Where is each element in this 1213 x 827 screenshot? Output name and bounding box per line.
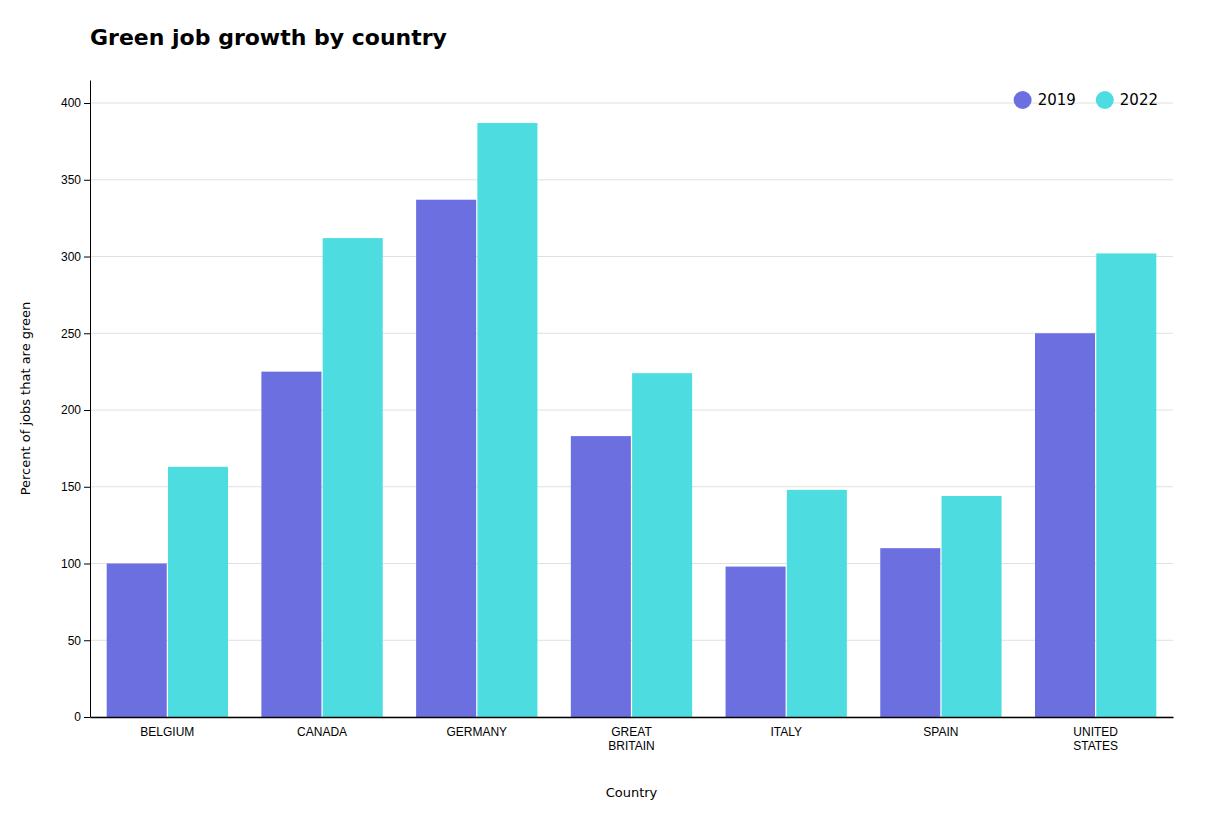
bar: [168, 467, 228, 717]
tick-label: BELGIUM: [140, 725, 194, 739]
tick-label: ITALY: [770, 725, 802, 739]
chart: 0 50 100 150 200 250 300 350 400 BELGIUM CANADA GER…: [0, 0, 1213, 827]
bar-series: [168, 123, 1156, 717]
grid-line: [90, 640, 1173, 641]
tick: 0: [74, 710, 90, 724]
bar: [787, 490, 847, 717]
bar: [942, 496, 1002, 717]
title: Green job growth by country: [90, 25, 447, 50]
x-axis: BELGIUM CANADA GERMANY GREATBRITAIN ITALY SPA…: [91, 718, 1174, 753]
tick: SPAIN: [923, 725, 958, 739]
legend: 2019 2022: [1014, 91, 1158, 109]
tick: 300: [61, 250, 90, 264]
tick: 350: [61, 173, 90, 187]
tick: GERMANY: [446, 725, 507, 739]
tick-label: SPAIN: [923, 725, 958, 739]
bar: [726, 567, 786, 717]
tick-mark: [84, 257, 90, 258]
tick-label: 0: [74, 710, 81, 724]
x-axis-title: Country: [606, 785, 658, 800]
grid: [90, 103, 1173, 717]
tick-mark: [84, 640, 90, 641]
tick-label: GERMANY: [446, 725, 507, 739]
tick: BELGIUM: [140, 725, 194, 739]
tick-label: 250: [61, 327, 81, 341]
tick: GREATBRITAIN: [608, 725, 654, 753]
grid-line: [90, 333, 1173, 334]
grid-line: [90, 256, 1173, 257]
bar: [107, 564, 167, 717]
grid-line: [90, 103, 1173, 104]
grid-line: [90, 410, 1173, 411]
legend-item: 2019: [1014, 91, 1076, 109]
tick: 150: [61, 480, 90, 494]
y-axis: 0 50 100 150 200 250 300 350 400: [61, 81, 91, 725]
tick-mark: [84, 410, 90, 411]
tick-mark: [84, 103, 90, 104]
tick-mark: [84, 180, 90, 181]
tick-label: 200: [61, 403, 81, 417]
tick-label: CANADA: [297, 725, 347, 739]
bar: [416, 200, 476, 717]
tick: 50: [68, 634, 90, 648]
tick: 100: [61, 557, 90, 571]
tick: CANADA: [297, 725, 347, 739]
bar: [477, 123, 537, 717]
bar: [261, 372, 321, 717]
bar: [880, 548, 940, 717]
y-axis-title: Percent of jobs that are green: [18, 302, 33, 496]
bar: [1035, 333, 1095, 717]
tick: 400: [61, 96, 90, 110]
legend-label: 2022: [1120, 91, 1158, 109]
bar: [632, 373, 692, 717]
bar-series: [107, 200, 1095, 717]
grid-line: [90, 179, 1173, 180]
tick-label: 150: [61, 480, 81, 494]
tick: 250: [61, 327, 90, 341]
tick-label: UNITEDSTATES: [1073, 725, 1118, 753]
plot: 0 50 100 150 200 250 300 350 400 BELGIUM CANADA GER…: [61, 81, 1174, 753]
tick: ITALY: [770, 725, 802, 739]
tick-mark: [84, 487, 90, 488]
legend-item: 2022: [1096, 91, 1158, 109]
tick-label: GREATBRITAIN: [608, 725, 654, 753]
axis-line: [90, 81, 91, 718]
tick-mark: [84, 564, 90, 565]
bar: [1096, 253, 1156, 717]
legend-marker: [1014, 91, 1032, 109]
legend-label: 2019: [1038, 91, 1076, 109]
bar: [571, 436, 631, 717]
grid-line: [90, 486, 1173, 487]
tick: UNITEDSTATES: [1073, 725, 1118, 753]
bar: [323, 238, 383, 717]
tick-label: 300: [61, 250, 81, 264]
legend-marker: [1096, 91, 1114, 109]
tick: 200: [61, 403, 90, 417]
tick-label: 100: [61, 557, 81, 571]
grid-line: [90, 563, 1173, 564]
tick-mark: [84, 717, 90, 718]
tick-label: 50: [68, 634, 82, 648]
tick-label: 400: [61, 96, 81, 110]
axis-line: [91, 717, 1174, 719]
tick-mark: [84, 333, 90, 334]
bars: [107, 123, 1157, 717]
grid-line: [90, 717, 1173, 718]
tick-label: 350: [61, 173, 81, 187]
